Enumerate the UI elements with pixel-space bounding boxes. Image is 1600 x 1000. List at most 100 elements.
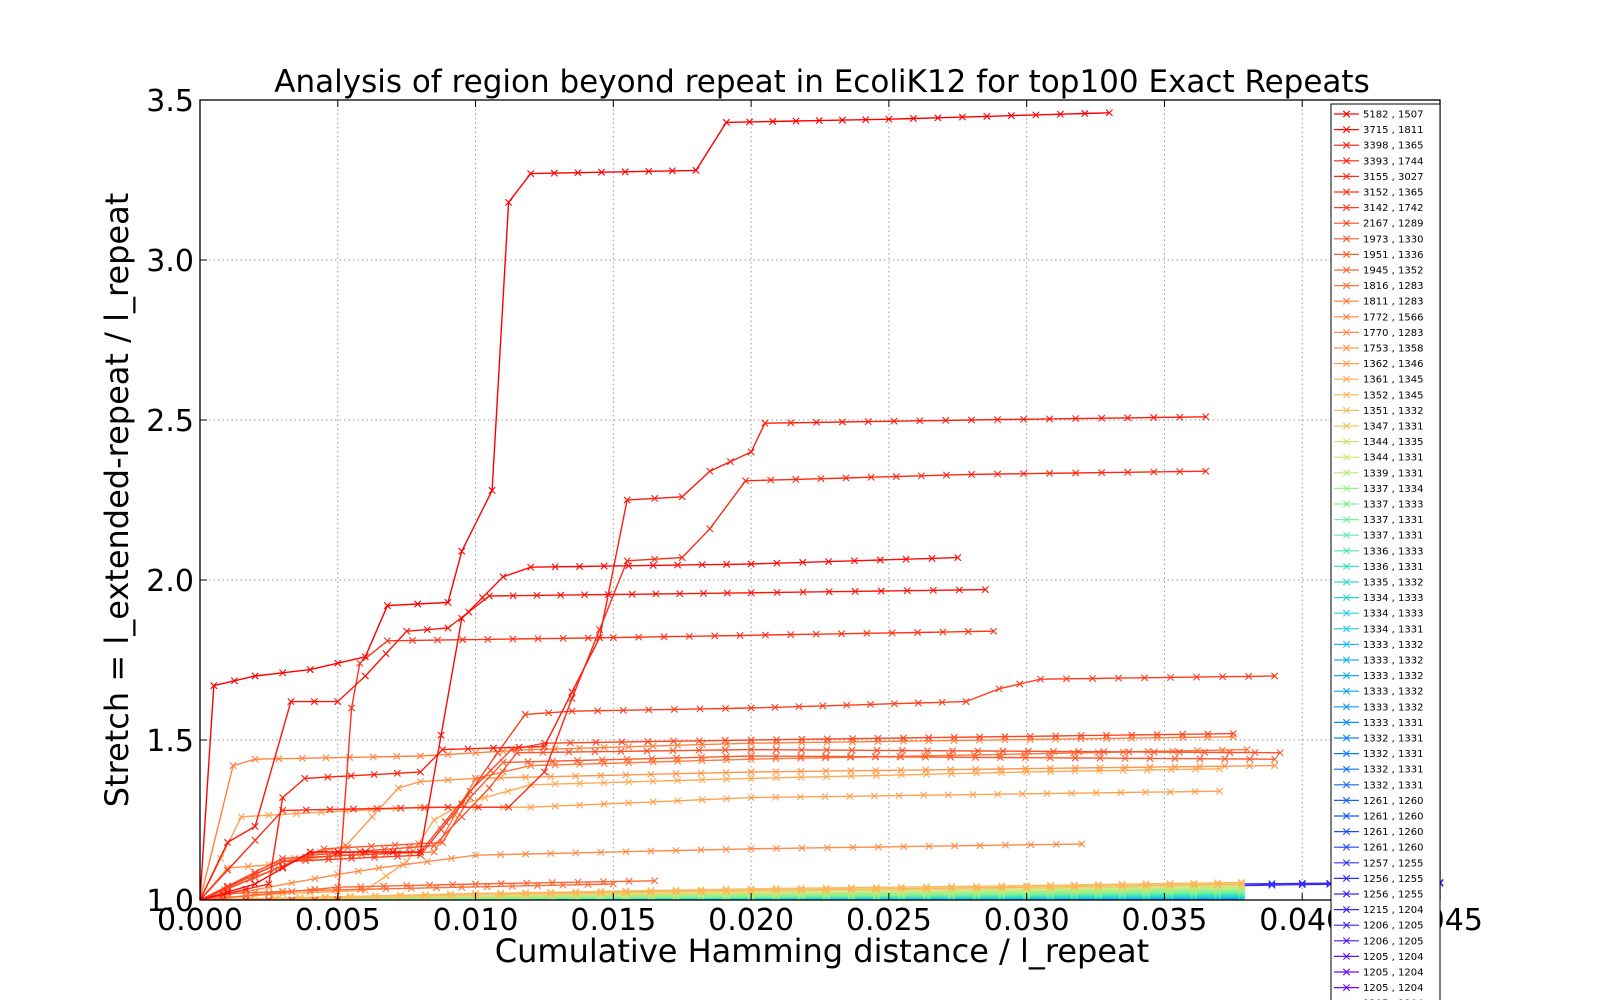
data-point-marker xyxy=(676,590,684,598)
data-point-marker xyxy=(1142,881,1150,890)
data-point-marker xyxy=(306,666,314,674)
data-point-marker xyxy=(1169,747,1177,755)
legend-entry-label: 1333 , 1332 xyxy=(1363,671,1423,682)
data-point-marker xyxy=(897,885,906,893)
legend-marker xyxy=(1342,921,1351,929)
legend-marker xyxy=(1342,703,1351,711)
data-point-marker xyxy=(792,117,800,125)
series-path xyxy=(200,630,994,900)
data-point-marker xyxy=(1166,788,1174,796)
data-point-marker xyxy=(219,896,227,900)
legend-entry-label: 3142 , 1742 xyxy=(1363,203,1423,214)
data-point-marker xyxy=(370,770,378,779)
series-line xyxy=(200,109,1113,900)
legend-marker xyxy=(1342,812,1351,820)
data-point-marker xyxy=(459,636,467,644)
data-point-marker xyxy=(995,685,1003,693)
data-point-marker xyxy=(648,754,656,763)
data-point-marker xyxy=(628,590,636,598)
data-point-marker xyxy=(527,803,535,811)
data-point-marker xyxy=(1096,764,1104,772)
data-point-marker xyxy=(1150,748,1158,756)
data-point-marker xyxy=(862,116,870,124)
data-point-marker xyxy=(722,845,730,853)
data-point-marker xyxy=(1196,762,1204,771)
data-point-marker xyxy=(722,887,730,895)
data-point-marker xyxy=(279,858,287,866)
data-point-marker xyxy=(996,753,1005,762)
data-point-marker xyxy=(942,471,951,479)
data-point-marker xyxy=(898,746,906,755)
legend-marker xyxy=(1342,952,1351,960)
data-point-marker xyxy=(279,854,287,862)
data-point-marker xyxy=(773,588,781,597)
data-point-marker xyxy=(1196,755,1204,763)
series-line xyxy=(200,627,998,900)
legend-marker xyxy=(1342,157,1351,165)
data-point-marker xyxy=(747,752,755,760)
data-point-marker xyxy=(1124,468,1132,476)
data-point-marker xyxy=(721,746,729,754)
data-point-marker xyxy=(897,766,905,774)
data-point-marker xyxy=(497,879,505,888)
data-point-marker xyxy=(843,701,851,709)
data-point-marker xyxy=(382,872,390,880)
data-point-marker xyxy=(566,739,574,747)
data-point-marker xyxy=(850,557,859,565)
data-point-marker xyxy=(324,773,332,781)
legend-marker xyxy=(1342,110,1351,118)
data-point-marker xyxy=(347,704,356,712)
legend-marker xyxy=(1342,204,1351,212)
data-point-marker xyxy=(726,458,735,466)
data-point-marker xyxy=(651,555,659,563)
data-point-marker xyxy=(1201,748,1209,756)
legend-entry-label: 1347 , 1331 xyxy=(1363,422,1423,433)
legend-marker xyxy=(1342,859,1351,867)
legend-marker xyxy=(1342,406,1351,414)
data-point-marker xyxy=(950,733,958,741)
data-point-marker xyxy=(838,116,847,124)
data-point-marker xyxy=(1024,747,1032,755)
data-point-marker xyxy=(772,739,781,747)
legend-entry-label: 1339 , 1331 xyxy=(1363,468,1423,479)
data-point-marker xyxy=(1298,881,1306,889)
data-point-marker xyxy=(649,777,657,785)
data-point-marker xyxy=(568,707,576,715)
data-point-marker xyxy=(604,590,612,599)
data-point-marker xyxy=(975,736,984,744)
data-point-marker xyxy=(573,756,582,765)
x-tick-label: 0.025 xyxy=(846,903,932,938)
data-point-marker xyxy=(298,754,306,762)
data-point-marker xyxy=(993,416,1002,424)
data-point-marker xyxy=(1166,673,1175,682)
data-point-marker xyxy=(867,473,875,481)
data-point-marker xyxy=(623,557,631,565)
data-point-marker xyxy=(572,772,580,780)
data-point-marker xyxy=(438,746,447,754)
data-point-marker xyxy=(939,628,947,636)
data-point-marker xyxy=(523,879,531,887)
legend-marker xyxy=(1342,297,1351,305)
data-point-marker xyxy=(914,699,922,707)
data-point-marker xyxy=(369,753,377,761)
data-point-marker xyxy=(1046,469,1054,477)
legend-entry-label: 1334 , 1331 xyxy=(1363,624,1423,635)
data-point-marker xyxy=(823,738,831,746)
data-point-marker xyxy=(1245,672,1253,680)
series-path xyxy=(200,790,1220,900)
data-point-marker xyxy=(265,811,273,819)
y-tick-label: 1.5 xyxy=(146,724,194,759)
data-point-marker xyxy=(819,702,827,710)
legend-marker xyxy=(1342,500,1351,508)
data-point-marker xyxy=(416,851,425,859)
legend-marker xyxy=(1342,874,1351,882)
data-point-marker xyxy=(540,768,549,776)
data-point-marker xyxy=(1215,787,1224,795)
data-point-marker xyxy=(421,891,430,899)
data-point-marker xyxy=(1271,672,1279,680)
data-point-marker xyxy=(1027,841,1035,849)
data-point-marker xyxy=(876,556,884,564)
series-path xyxy=(200,732,1234,900)
data-point-marker xyxy=(895,791,903,800)
data-point-marker xyxy=(1271,762,1279,770)
